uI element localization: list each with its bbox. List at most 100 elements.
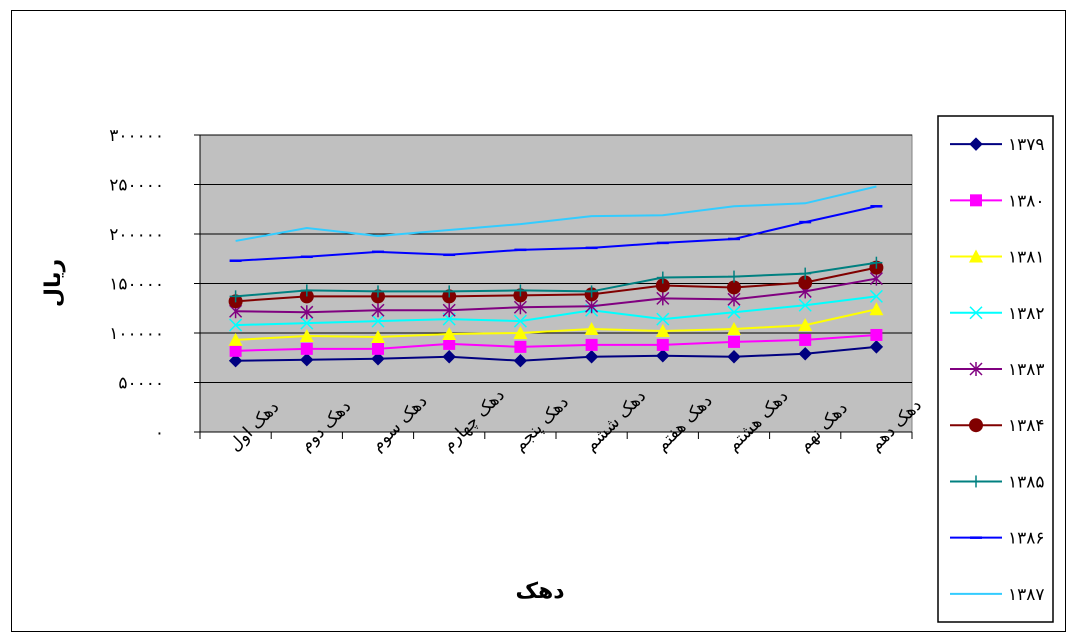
legend-label: ۱۳۸۵ <box>1008 472 1045 492</box>
data-point <box>514 284 527 297</box>
data-point <box>228 354 243 368</box>
series-2 <box>229 328 883 357</box>
data-point <box>443 285 456 298</box>
x-axis-title: دهک <box>515 579 564 604</box>
data-point <box>728 335 740 348</box>
data-point <box>727 292 741 307</box>
data-point <box>656 312 670 326</box>
data-point <box>371 314 385 328</box>
data-point <box>798 347 812 361</box>
data-point <box>656 349 670 363</box>
data-point <box>229 290 242 303</box>
data-point <box>870 256 883 269</box>
legend-marker <box>969 137 983 151</box>
legend-label: ۱۳۸۷ <box>1008 585 1045 605</box>
legend-item: ۱۳۷۹ <box>950 135 1045 155</box>
gridlines <box>200 134 912 383</box>
series <box>228 185 884 368</box>
legend-item: ۱۳۸۲ <box>950 304 1045 324</box>
data-point <box>727 350 741 364</box>
data-point <box>371 303 385 318</box>
axes <box>194 134 913 439</box>
data-point <box>727 280 741 295</box>
series-line <box>235 261 877 298</box>
series-line <box>235 205 877 262</box>
series-8 <box>229 205 883 262</box>
data-point <box>656 291 670 306</box>
data-point <box>228 332 243 346</box>
series-line <box>235 295 877 327</box>
legend-item: ۱۳۸۷ <box>950 585 1045 605</box>
data-point <box>728 270 740 283</box>
data-point <box>727 322 741 336</box>
legend-label: ۱۳۷۹ <box>1008 135 1045 155</box>
data-point <box>300 342 313 355</box>
data-point <box>371 352 385 366</box>
y-tick-label: ۰ <box>155 423 164 443</box>
data-point <box>299 328 314 342</box>
series-3 <box>228 302 884 346</box>
legend-item: ۱۳۸۳ <box>950 360 1045 380</box>
data-point <box>584 322 599 336</box>
legend: ۱۳۷۹ ۱۳۸۰ ۱۳۸۱ ۱۳۸۲ ۱۳۸۳ ۱۳۸۴ ۱۳۸۵ ۱۳۸۶ ۱۳۸۷ <box>937 115 1054 623</box>
legend-label: ۱۳۸۰ <box>1008 191 1045 211</box>
series-line <box>235 277 877 314</box>
legend-marker <box>969 418 983 433</box>
series-7 <box>229 256 883 303</box>
legend-label: ۱۳۸۶ <box>1008 529 1045 549</box>
legend-item: ۱۳۸۶ <box>950 529 1045 549</box>
data-point <box>442 350 456 364</box>
data-point <box>656 271 669 284</box>
series-line <box>235 266 877 303</box>
data-point <box>655 324 670 338</box>
data-point <box>371 329 385 343</box>
legend-label: ۱۳۸۳ <box>1008 360 1045 380</box>
y-tick-labels: ۰ ۵۰۰۰۰ ۱۰۰۰۰۰ ۱۵۰۰۰۰ ۲۰۰۰۰۰ ۲۵۰۰۰۰ ۳۰۰۰۰۰ <box>109 126 164 443</box>
series-line <box>235 308 877 341</box>
data-point <box>869 302 884 316</box>
series-line <box>235 185 877 242</box>
series-5 <box>229 271 883 320</box>
y-tick-label: ۲۰۰۰۰۰ <box>109 225 164 245</box>
data-point <box>442 303 456 318</box>
legend-item: ۱۳۸۴ <box>950 416 1045 436</box>
data-point <box>869 289 883 303</box>
data-point <box>727 305 741 319</box>
data-point <box>585 299 599 314</box>
data-point <box>798 318 813 332</box>
data-point <box>443 337 456 350</box>
data-point <box>300 316 314 330</box>
data-point <box>655 278 670 293</box>
data-point <box>513 354 528 368</box>
data-point <box>300 284 313 297</box>
data-point <box>585 338 598 351</box>
y-tick-label: ۱۵۰۰۰۰ <box>109 275 164 295</box>
data-point <box>513 314 527 328</box>
legend-label: ۱۳۸۲ <box>1008 304 1045 324</box>
data-point <box>229 344 242 357</box>
y-tick-label: ۱۰۰۰۰۰ <box>109 324 164 344</box>
legend-label: ۱۳۸۴ <box>1008 416 1045 436</box>
legend-marker <box>969 362 983 376</box>
series-line <box>235 333 877 352</box>
y-tick-label: ۲۵۰۰۰۰ <box>109 176 164 196</box>
data-point <box>372 342 384 355</box>
legend-item: ۱۳۸۱ <box>950 248 1045 268</box>
series-9 <box>235 185 877 242</box>
data-point <box>513 326 528 339</box>
data-point <box>372 285 384 298</box>
data-point <box>514 340 527 353</box>
data-point <box>798 298 812 312</box>
legend-marker <box>970 475 982 488</box>
legend-marker <box>969 306 983 320</box>
y-axis-title: ریال <box>41 259 66 307</box>
data-point <box>300 353 314 367</box>
data-point <box>869 340 884 354</box>
data-point <box>584 350 599 364</box>
data-point <box>870 328 883 341</box>
legend-marker <box>970 194 982 207</box>
data-point <box>513 300 527 315</box>
data-point <box>300 305 314 320</box>
legend-item: ۱۳۸۵ <box>950 472 1045 492</box>
